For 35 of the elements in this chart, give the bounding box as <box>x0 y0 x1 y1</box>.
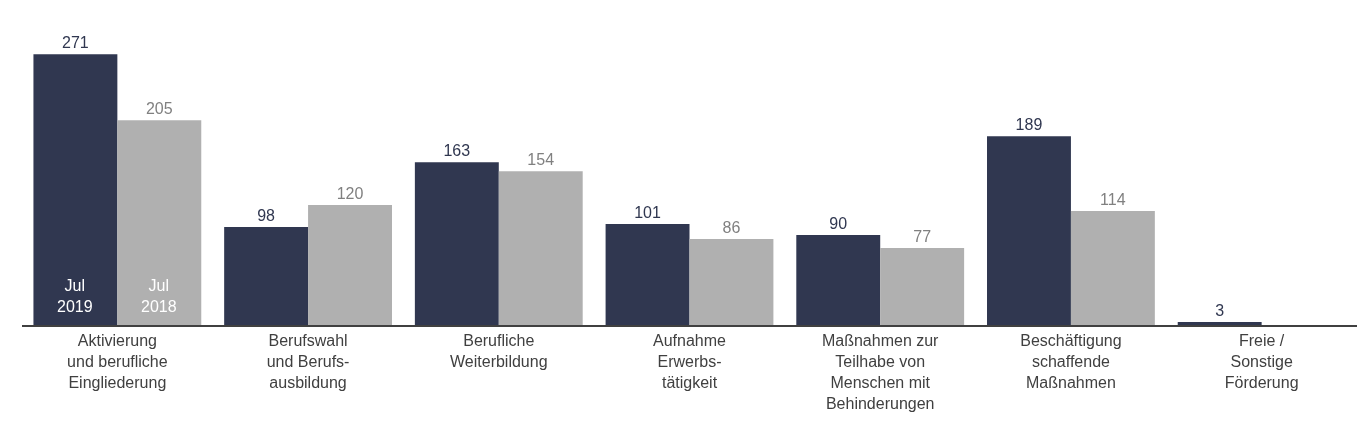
bar <box>689 239 774 325</box>
x-tick-label: Maßnahmen zur Teilhabe von Menschen mit Behinderungen <box>821 332 940 412</box>
data-label: 205 <box>145 100 173 118</box>
bar <box>880 248 965 325</box>
x-tick-label: Aufnahme Erwerbs- tätigkeit <box>653 332 727 391</box>
data-label: 154 <box>527 151 555 169</box>
data-label: 90 <box>829 215 848 233</box>
data-label: 3 <box>1215 302 1225 319</box>
x-tick-label: Aktivierung und berufliche Eingliederung <box>67 332 168 391</box>
data-label: 86 <box>722 219 741 237</box>
x-tick-label: Berufswahl und Berufs- ausbildung <box>266 332 350 391</box>
data-label: 114 <box>1100 191 1126 209</box>
bar <box>33 54 118 325</box>
data-label: 271 <box>62 34 89 52</box>
data-label: 120 <box>336 185 364 203</box>
bar <box>498 171 583 325</box>
data-label: 101 <box>634 204 661 222</box>
bar <box>1070 211 1155 325</box>
data-label: 163 <box>443 142 471 160</box>
data-label: 98 <box>257 207 276 225</box>
bar <box>796 235 881 325</box>
x-tick-label: Freie / Sonstige Förderung <box>1224 332 1299 391</box>
bar <box>117 120 202 325</box>
bar <box>308 205 392 325</box>
bar <box>224 227 309 325</box>
series-label: Jul 2019 <box>57 277 93 315</box>
data-label: 77 <box>913 228 932 246</box>
bar <box>605 224 690 325</box>
x-tick-label: Beschäftigung schaffende Maßnahmen <box>1020 332 1122 391</box>
data-label: 189 <box>1015 116 1043 134</box>
bar <box>987 136 1071 325</box>
bar <box>1177 322 1262 325</box>
series-label: Jul 2018 <box>141 277 177 315</box>
x-tick-label: Berufliche Weiterbildung <box>450 332 548 370</box>
bar <box>414 162 499 325</box>
